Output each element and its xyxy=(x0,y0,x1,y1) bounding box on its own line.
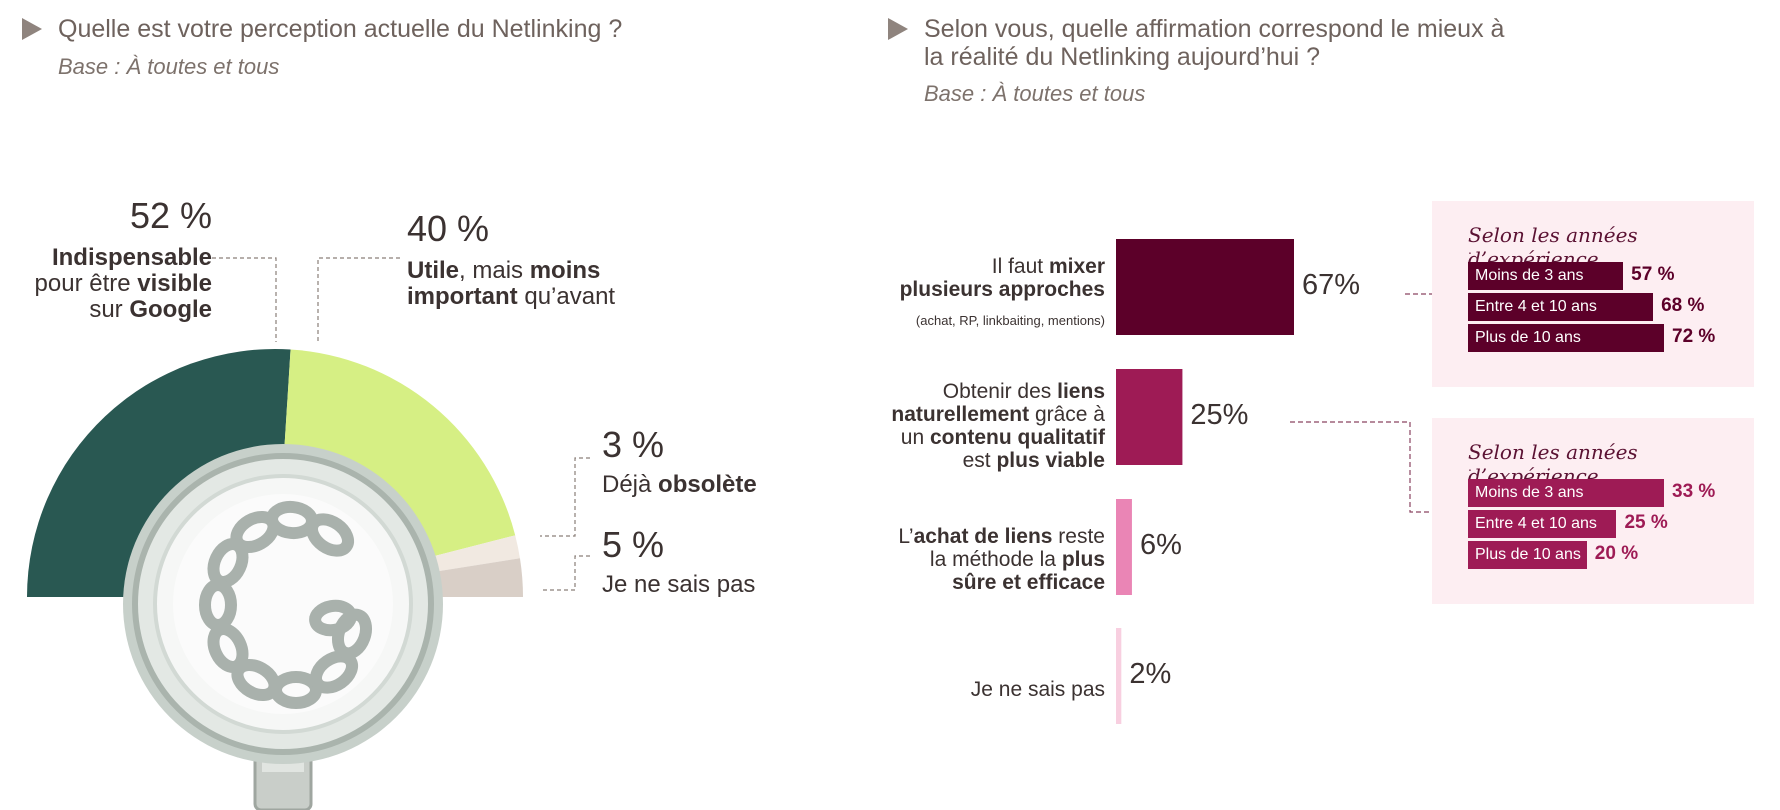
right-question-title: Selon vous, quelle affirmation correspon… xyxy=(924,15,1505,71)
bar xyxy=(1116,239,1294,335)
pie-pct-label: 5 % xyxy=(602,524,665,565)
pie-category-label: Utile, mais moins important qu’avant xyxy=(407,257,616,310)
pie-pct-label: 40 % xyxy=(407,208,490,249)
play-triangle-icon xyxy=(888,18,908,40)
pie-label-utile: 40 % Utile, mais moins important qu’avant xyxy=(407,208,707,310)
mini-bar: Entre 4 et 10 ans xyxy=(1468,293,1654,321)
pie-pct-label: 3 % xyxy=(602,424,665,465)
mini-bar-pct: 57 % xyxy=(1631,264,1675,285)
mini-bar-pct: 25 % xyxy=(1624,512,1668,533)
connector-line xyxy=(1290,421,1432,513)
chain-g-icon xyxy=(199,500,373,709)
mini-bar: Entre 4 et 10 ans xyxy=(1468,510,1617,538)
mini-bar-pct: 33 % xyxy=(1672,481,1716,502)
leader-line xyxy=(540,555,590,591)
pie-pct-label: 52 % xyxy=(129,195,212,236)
experience-panel-naturel: Selon les années d’expérience : Moins de… xyxy=(1432,418,1754,604)
pie-label-obsolete: 3 % Déjà obsolète xyxy=(602,424,802,498)
bar-category-label: Obtenir des liens naturellement grâce à un… xyxy=(891,380,1105,472)
mini-bar-pct: 72 % xyxy=(1672,326,1716,347)
bar-pct-label: 2% xyxy=(1129,658,1172,690)
bar xyxy=(1116,369,1183,465)
bar-pct-label: 67% xyxy=(1302,269,1361,301)
mini-bar: Plus de 10 ans xyxy=(1468,541,1587,569)
left-base-note: Base : À toutes et tous xyxy=(58,54,280,79)
pie-category-label: Je ne sais pas xyxy=(602,571,756,598)
bar xyxy=(1116,628,1122,724)
leader-line xyxy=(317,257,400,342)
mini-bar-pct: 20 % xyxy=(1594,543,1639,564)
experience-panel-mix: Selon les années d’expérience : Moins de… xyxy=(1432,201,1754,387)
bar-pct-label: 25% xyxy=(1190,399,1249,431)
leader-line xyxy=(540,457,590,537)
leader-line xyxy=(212,257,277,342)
bar-category-label: Je ne sais pas xyxy=(970,678,1105,701)
pie-label-ne-sais-pas: 5 % Je ne sais pas xyxy=(602,524,802,598)
right-base-note: Base : À toutes et tous xyxy=(924,81,1146,106)
pie-category-label: Déjà obsolète xyxy=(602,471,757,498)
perception-pie-chart xyxy=(27,257,590,810)
pie-category-label: Indispensable pour être visible sur Google xyxy=(34,244,212,323)
mini-bar: Moins de 3 ans xyxy=(1468,262,1624,290)
magnifying-glass-icon xyxy=(123,444,443,810)
mini-bar: Moins de 3 ans xyxy=(1468,479,1664,507)
bar xyxy=(1116,499,1132,595)
bar-category-label: L’achat de liens reste la méthode la plus… xyxy=(898,525,1105,594)
bar-category-label: Il faut mixer plusieurs approches (achat,… xyxy=(899,255,1105,328)
mini-bar-pct: 68 % xyxy=(1661,295,1705,316)
pie-label-indispensable: 52 % Indispensable pour être visible sur G… xyxy=(20,195,212,323)
left-question-title: Quelle est votre perception actuelle du … xyxy=(58,15,623,43)
bar-pct-label: 6% xyxy=(1139,529,1182,561)
mini-bar: Plus de 10 ans xyxy=(1468,324,1664,352)
play-triangle-icon xyxy=(22,18,42,40)
